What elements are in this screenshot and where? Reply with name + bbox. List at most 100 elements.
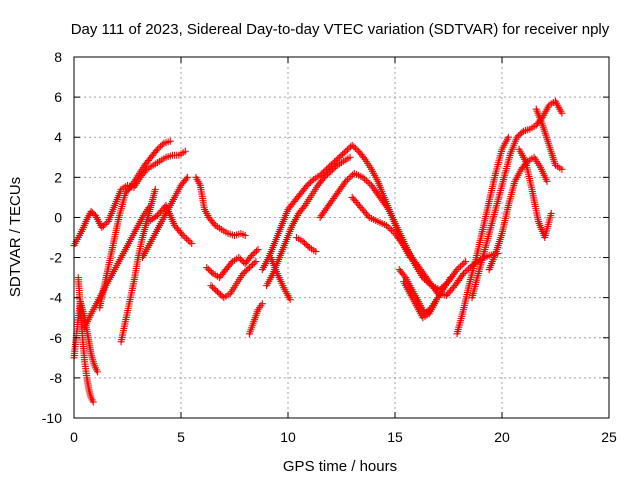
data-point xyxy=(241,260,249,268)
data-point-trail xyxy=(155,144,163,152)
data-point xyxy=(329,159,337,167)
data-point-trail xyxy=(386,225,394,233)
data-point xyxy=(117,185,125,193)
data-point xyxy=(138,234,146,241)
data-point-trail xyxy=(455,264,463,272)
data-point xyxy=(385,205,393,213)
data-point-trail xyxy=(388,226,396,234)
data-point-trail xyxy=(204,265,212,273)
data-point xyxy=(220,294,228,302)
data-point xyxy=(94,298,102,306)
data-point xyxy=(106,274,114,282)
data-point xyxy=(342,177,350,185)
data-point xyxy=(81,324,89,332)
series-arc12 xyxy=(245,300,266,338)
data-point-trail xyxy=(319,175,327,183)
x-tick-label: 5 xyxy=(177,429,185,445)
data-point-trail xyxy=(463,266,471,274)
data-point xyxy=(498,145,506,153)
data-point xyxy=(400,278,408,286)
data-point xyxy=(81,358,89,366)
y-tick-label: 6 xyxy=(54,89,62,105)
data-point xyxy=(179,231,187,239)
data-point xyxy=(305,244,313,252)
data-point-trail xyxy=(458,261,466,269)
series-arc21 xyxy=(453,133,512,338)
data-point xyxy=(87,310,95,318)
data-point-trail xyxy=(518,129,526,137)
data-point-trail xyxy=(126,183,134,191)
data-point xyxy=(301,201,309,209)
data-point xyxy=(263,282,271,290)
data-point xyxy=(91,211,99,219)
data-point-trail xyxy=(325,169,333,177)
data-point xyxy=(211,221,219,229)
data-point xyxy=(511,177,519,185)
data-point xyxy=(367,165,375,173)
data-point-trail xyxy=(242,267,250,275)
data-point xyxy=(539,121,547,129)
data-point xyxy=(280,284,288,292)
data-point xyxy=(295,209,303,217)
data-point xyxy=(192,173,200,181)
data-point-trail xyxy=(302,183,310,191)
data-point-trail xyxy=(241,268,249,276)
data-point xyxy=(141,161,149,169)
data-point xyxy=(222,266,230,274)
data-point xyxy=(235,254,243,262)
data-point xyxy=(504,201,512,209)
data-point xyxy=(177,181,185,189)
series-arc25 xyxy=(532,105,566,173)
data-point xyxy=(545,141,553,149)
data-point xyxy=(153,145,161,153)
data-point-trail xyxy=(360,154,368,162)
data-point xyxy=(408,254,416,262)
data-point xyxy=(254,246,262,254)
data-point xyxy=(417,266,425,274)
data-point-trail xyxy=(247,262,255,270)
data-point xyxy=(327,167,335,175)
data-point-trail xyxy=(384,223,392,231)
data-point xyxy=(213,288,221,296)
data-point xyxy=(492,169,500,177)
data-point-trail xyxy=(331,158,339,166)
data-point xyxy=(171,221,179,229)
data-point-trail xyxy=(206,267,214,275)
data-point xyxy=(89,398,97,406)
data-point xyxy=(382,221,390,229)
data-point xyxy=(181,147,189,155)
data-point xyxy=(239,270,247,278)
data-point xyxy=(419,314,427,322)
data-point xyxy=(513,133,521,141)
axis-ticks: 0 5 10 15 20 25 -10 -8 -6 -4 -2 0 2 4 6 8 xyxy=(42,49,617,445)
y-tick-label: -6 xyxy=(50,330,63,346)
data-point xyxy=(526,125,534,133)
data-point-trail xyxy=(103,219,111,227)
data-point-trail xyxy=(249,250,257,258)
data-point-trail xyxy=(341,179,349,187)
data-point xyxy=(547,209,555,217)
data-point xyxy=(297,189,305,197)
data-point xyxy=(231,231,238,239)
data-point xyxy=(153,211,161,219)
data-point xyxy=(393,223,401,231)
data-point-trail xyxy=(207,268,215,276)
data-point xyxy=(552,161,559,169)
data-point xyxy=(374,177,382,185)
data-point xyxy=(293,234,301,241)
data-point-trail xyxy=(337,152,345,160)
data-point xyxy=(83,374,91,382)
data-point xyxy=(500,173,508,181)
data-point xyxy=(183,173,191,181)
data-point xyxy=(111,201,119,209)
data-point-trail xyxy=(340,149,348,157)
data-point-trail xyxy=(249,261,257,269)
data-point-trail xyxy=(217,291,225,299)
data-point xyxy=(85,386,93,394)
data-point xyxy=(188,240,196,248)
data-point xyxy=(89,358,97,366)
x-axis-label: GPS time / hours xyxy=(283,458,397,475)
data-point xyxy=(530,153,538,161)
x-tick-label: 0 xyxy=(70,429,78,445)
data-point xyxy=(494,197,502,205)
